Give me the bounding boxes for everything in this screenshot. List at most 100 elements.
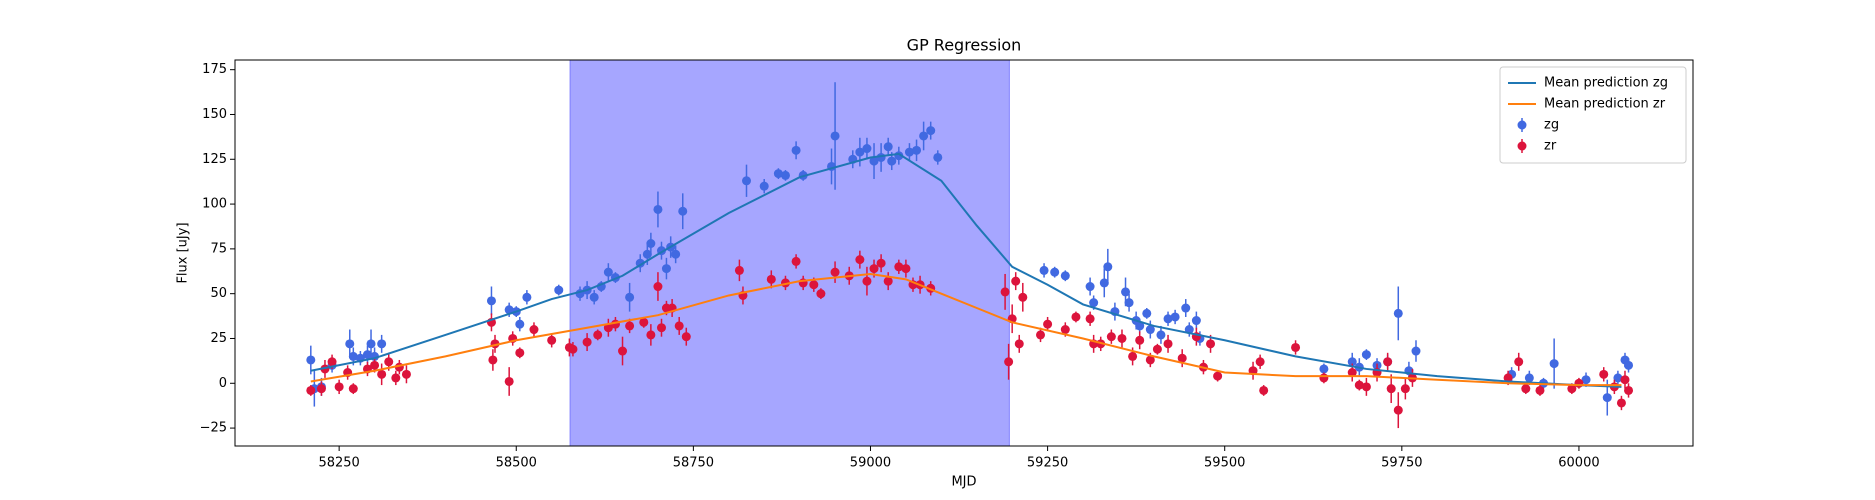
data-point — [1128, 351, 1138, 361]
data-point — [862, 276, 872, 286]
data-point — [1503, 373, 1513, 383]
data-point — [306, 355, 316, 365]
data-point — [901, 264, 911, 274]
data-point — [1574, 378, 1584, 388]
data-point — [1163, 339, 1173, 349]
mean-line — [310, 272, 1622, 387]
data-point — [766, 274, 776, 284]
data-point — [1616, 398, 1626, 408]
data-point — [1142, 308, 1152, 318]
data-point — [1206, 339, 1216, 349]
data-point — [1347, 357, 1357, 367]
data-point — [1255, 357, 1265, 367]
data-point — [522, 292, 532, 302]
data-point — [345, 339, 355, 349]
data-point — [869, 156, 879, 166]
y-axis-label: Flux [uJy] — [176, 222, 191, 283]
data-point — [1361, 350, 1371, 360]
data-point — [370, 360, 380, 370]
data-point — [1011, 276, 1021, 286]
chart-title: GP Regression — [907, 36, 1022, 55]
data-point — [933, 152, 943, 162]
data-point — [830, 131, 840, 141]
data-point — [1514, 357, 1524, 367]
data-point — [1411, 346, 1421, 356]
data-point — [1177, 353, 1187, 363]
highlight-span — [569, 59, 1010, 447]
data-point — [674, 321, 684, 331]
data-point — [401, 369, 411, 379]
data-point — [1624, 385, 1634, 395]
data-point — [1620, 375, 1630, 385]
data-point — [656, 323, 666, 333]
data-point — [515, 348, 525, 358]
data-point — [1124, 298, 1134, 308]
data-point — [384, 357, 394, 367]
legend-swatch — [1517, 120, 1527, 130]
data-point — [869, 264, 879, 274]
data-point — [1319, 364, 1329, 374]
data-point — [603, 267, 613, 277]
x-tick-label: 59000 — [850, 456, 891, 471]
data-point — [1524, 373, 1534, 383]
data-point — [855, 255, 865, 265]
data-point — [1060, 325, 1070, 335]
data-point — [547, 335, 557, 345]
data-point — [816, 289, 826, 299]
data-point — [639, 317, 649, 327]
data-point — [646, 330, 656, 340]
data-point — [1400, 384, 1410, 394]
data-point — [377, 369, 387, 379]
x-tick-label: 59750 — [1381, 456, 1422, 471]
plot-frame — [234, 59, 1694, 447]
data-point — [876, 258, 886, 268]
data-point — [1567, 384, 1577, 394]
data-point — [1089, 298, 1099, 308]
y-tick-label: 150 — [202, 107, 227, 122]
data-point — [1000, 287, 1010, 297]
legend-label: Mean prediction zr — [1544, 97, 1666, 112]
data-point — [681, 332, 691, 342]
data-point — [316, 384, 326, 394]
data-point — [1145, 355, 1155, 365]
data-point — [1170, 312, 1180, 322]
data-point — [1060, 271, 1070, 281]
data-point — [1050, 267, 1060, 277]
y-tick-label: 100 — [202, 197, 227, 212]
data-point — [653, 282, 663, 292]
y-tick-label: 0 — [219, 376, 227, 391]
data-point — [678, 206, 688, 216]
data-point — [646, 239, 656, 249]
data-point — [1085, 314, 1095, 324]
data-point — [671, 249, 681, 259]
data-point — [488, 355, 498, 365]
data-point — [1624, 360, 1634, 370]
data-point — [855, 147, 865, 157]
data-point — [1191, 316, 1201, 326]
data-point — [486, 296, 496, 306]
data-point — [1581, 375, 1591, 385]
data-point — [912, 145, 922, 155]
data-point — [894, 262, 904, 272]
data-point — [1099, 278, 1109, 288]
data-point — [1152, 344, 1162, 354]
data-point — [1599, 369, 1609, 379]
data-point — [883, 142, 893, 152]
data-point — [1535, 385, 1545, 395]
mean-line — [310, 152, 1622, 388]
data-point — [926, 126, 936, 136]
data-point — [773, 169, 783, 179]
data-point — [1549, 359, 1559, 369]
data-point — [529, 325, 539, 335]
data-point — [348, 384, 358, 394]
data-point — [1181, 303, 1191, 313]
data-point — [1117, 333, 1127, 343]
data-point — [1145, 325, 1155, 335]
data-point — [362, 350, 372, 360]
data-point — [759, 181, 769, 191]
data-point — [1361, 382, 1371, 392]
y-tick-label: 125 — [202, 152, 227, 167]
data-point — [1347, 368, 1357, 378]
data-point — [904, 147, 914, 157]
